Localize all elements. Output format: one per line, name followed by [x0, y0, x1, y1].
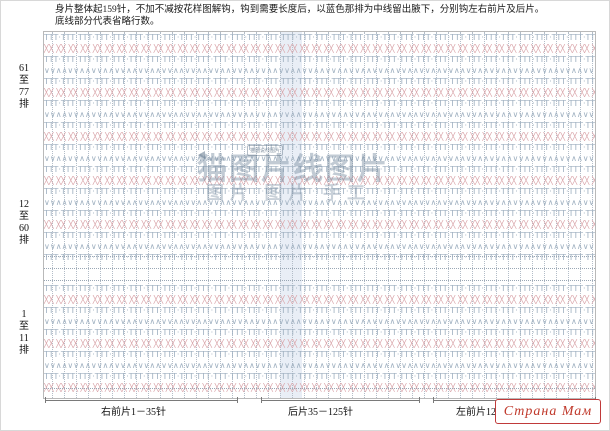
x-rule-back: [261, 400, 419, 401]
y-section-label-1-11: 1 至 11 排: [19, 309, 29, 356]
x-tick-5: [433, 397, 434, 403]
x-tick-3: [261, 397, 262, 403]
x-tick-2: [237, 397, 238, 403]
site-logo[interactable]: Страна Мам: [495, 399, 601, 424]
caption-block: 身片整体起159针，不加不减按花样图解钩，钩到需要长度后，以蓝色那排为中线留出腋…: [55, 4, 603, 28]
y-section-label-12-60: 12 至 60 排: [19, 199, 29, 246]
site-logo-text: Страна Мам: [503, 403, 593, 419]
caption-line-1: 身片整体起159针，不加不减按花样图解钩，钩到需要长度后，以蓝色那排为中线留出腋…: [55, 5, 545, 15]
section-divider-lower: [44, 388, 595, 389]
x-rule-right-front: [45, 400, 237, 401]
section-divider-upper: [44, 256, 595, 257]
x-label-back: 后片35－125针: [288, 407, 353, 418]
pattern-chart: TTT·TTT·TTT·TTT·TTT·TTT·TTT·TTT·TTT·TTT·…: [43, 31, 596, 399]
y-section-label-61-77: 61 至 77 排: [19, 63, 29, 110]
x-label-right-front: 右前片1－35针: [101, 407, 166, 418]
section-divider-upper-3: [44, 280, 595, 281]
x-tick-4: [419, 397, 420, 403]
caption-line-2: 底线部分代表省略行数。: [55, 17, 160, 27]
center-line-panel: [280, 32, 302, 398]
x-tick-1: [45, 397, 46, 403]
section-divider-upper-2: [44, 268, 595, 269]
